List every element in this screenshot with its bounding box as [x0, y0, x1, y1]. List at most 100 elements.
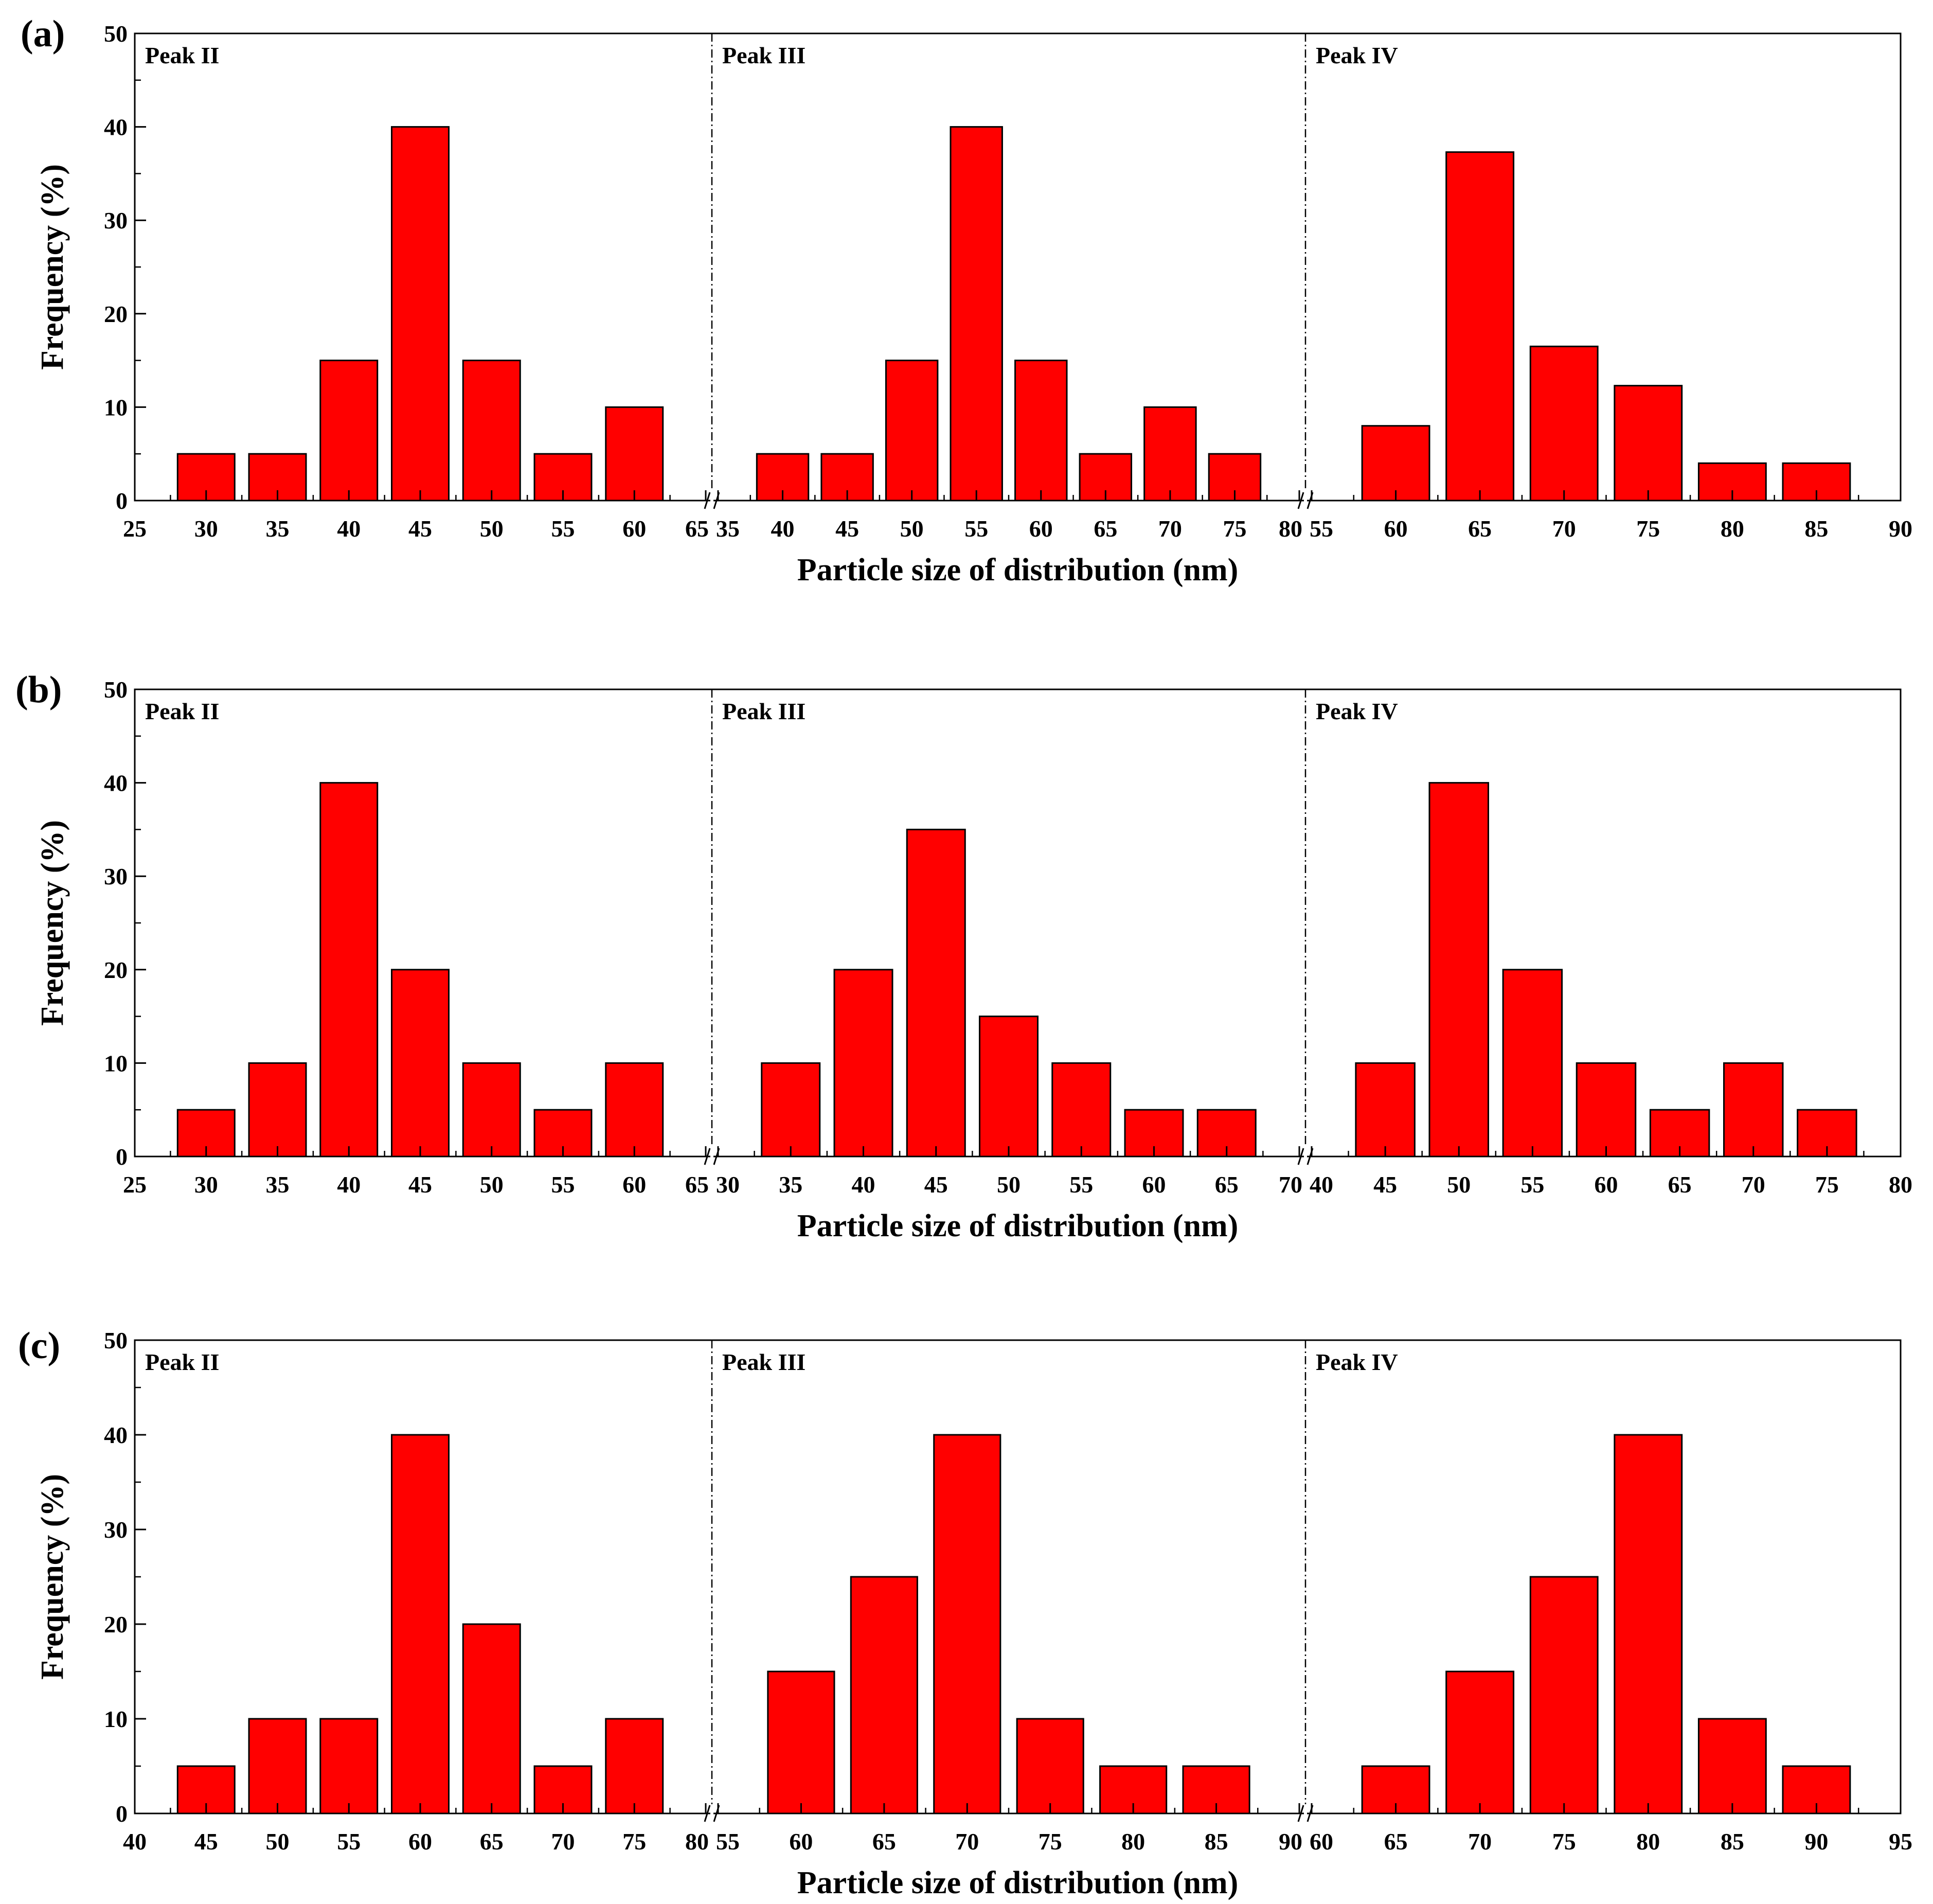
x-tick-label: 60	[408, 1828, 432, 1855]
x-tick-label: 70	[1158, 515, 1182, 542]
x-tick-label: 60	[622, 1171, 646, 1198]
x-tick-label: 50	[900, 515, 924, 542]
x-tick-label: 55	[551, 1171, 575, 1198]
peak-label: Peak II	[145, 1349, 219, 1375]
y-tick-label: 10	[104, 394, 128, 420]
x-tick-label: 45	[924, 1171, 948, 1198]
x-tick-label: 25	[123, 1171, 147, 1198]
x-tick-label: 70	[955, 1828, 979, 1855]
y-tick-label: 40	[104, 114, 128, 140]
histogram-bar	[1529, 345, 1599, 502]
chart-panel-b: (b) 0 10 20 30 40 50 Frequency (%) Particle size…	[15, 669, 1912, 1243]
axis-break-mark	[704, 1148, 711, 1165]
axis-break-gap	[710, 498, 713, 503]
histogram-bar	[1576, 1062, 1637, 1158]
peak-label: Peak IV	[1316, 698, 1398, 724]
x-tick-label: 90	[1804, 1828, 1828, 1855]
x-tick-label: 75	[1039, 1828, 1062, 1855]
x-tick-label: 40	[771, 515, 795, 542]
histogram-bar	[1502, 969, 1563, 1158]
axis-break-gap	[1304, 498, 1307, 503]
histogram-bar	[761, 1062, 821, 1158]
histogram-bar	[391, 969, 450, 1158]
x-tick-label: 50	[480, 515, 504, 542]
x-tick-label: 85	[1804, 515, 1828, 542]
x-tick-label: 95	[1889, 1828, 1912, 1855]
x-tick-label: 65	[1468, 515, 1492, 542]
x-tick-label: 80	[1279, 515, 1302, 542]
x-tick-label: 80	[1721, 515, 1744, 542]
x-tick-label: 60	[1029, 515, 1053, 542]
histogram-bar	[767, 1670, 835, 1814]
histogram-bar	[1051, 1062, 1112, 1158]
x-tick-label: 75	[1552, 1828, 1576, 1855]
x-tick-label: 65	[1094, 515, 1117, 542]
x-tick-label: 55	[1520, 1171, 1544, 1198]
x-tick-label: 30	[194, 515, 218, 542]
y-axis-title: Frequency (%)	[35, 820, 70, 1026]
x-tick-label: 70	[1468, 1828, 1492, 1855]
x-tick-label: 60	[789, 1828, 813, 1855]
subplot-2: Peak III 35 40 45 50 55 60 65 70 75 80	[716, 42, 1302, 542]
histogram-bar	[1445, 151, 1515, 502]
peak-label: Peak III	[722, 1349, 806, 1375]
histogram-bar	[1697, 1718, 1767, 1814]
histogram-bar	[1797, 1109, 1857, 1158]
histogram-bar	[248, 1718, 307, 1814]
x-tick-label: 35	[266, 515, 290, 542]
x-tick-label: 80	[1889, 1171, 1912, 1198]
x-tick-label: 85	[1205, 1828, 1228, 1855]
axis-break-gap	[710, 1154, 713, 1159]
y-tick-label: 50	[104, 21, 128, 47]
histogram-bar	[1143, 406, 1197, 502]
axis-break-mark	[1297, 1805, 1304, 1822]
y-tick-label: 30	[104, 1517, 128, 1543]
peak-label: Peak IV	[1316, 1349, 1398, 1375]
histogram-bar	[605, 1062, 664, 1158]
y-tick-label: 40	[104, 1422, 128, 1448]
x-tick-label: 50	[1447, 1171, 1471, 1198]
peak-label: Peak II	[145, 698, 219, 724]
subplot-2: Peak III 55 60 65 70 75 80 85 90	[716, 1349, 1302, 1855]
x-tick-label: 55	[337, 1828, 361, 1855]
subplot-1: Peak II 40 45 50 55 60 65 70 75 80	[123, 1349, 709, 1855]
x-tick-label: 45	[1373, 1171, 1397, 1198]
histogram-bar	[1614, 385, 1683, 502]
axis-break-mark	[1297, 492, 1304, 509]
x-tick-label: 65	[872, 1828, 896, 1855]
x-tick-label: 70	[1742, 1171, 1765, 1198]
x-tick-label: 65	[1668, 1171, 1692, 1198]
subplot-3: Peak IV 40 45 50 55 60 65 70 75 80	[1310, 698, 1912, 1198]
y-tick-label: 20	[104, 1611, 128, 1638]
peak-label: Peak II	[145, 42, 219, 68]
y-tick-label: 30	[104, 863, 128, 889]
y-tick-label: 10	[104, 1706, 128, 1732]
x-axis-title: Particle size of distribution (nm)	[797, 1865, 1239, 1900]
histogram-bar	[1428, 782, 1489, 1158]
panel-label: (c)	[18, 1325, 60, 1367]
histogram-bar	[950, 126, 1003, 502]
x-tick-label: 40	[123, 1828, 147, 1855]
subplot-3: Peak IV 60 65 70 75 80 85 90 95	[1310, 1349, 1912, 1855]
histogram-bar	[1361, 425, 1430, 502]
histogram-bar	[319, 782, 379, 1158]
x-tick-label: 55	[1310, 515, 1333, 542]
x-tick-label: 65	[685, 1171, 709, 1198]
histogram-bar	[533, 1765, 593, 1814]
y-tick-label: 20	[104, 957, 128, 983]
chart-panel-a: (a) 0 10 20 30 40 50 Frequency (%) Particle size…	[21, 13, 1912, 588]
histogram-bar	[462, 1062, 521, 1158]
x-tick-label: 65	[1384, 1828, 1408, 1855]
x-tick-label: 75	[1223, 515, 1246, 542]
peak-label: Peak III	[722, 698, 806, 724]
x-axis-title: Particle size of distribution (nm)	[797, 1208, 1239, 1243]
x-tick-label: 90	[1889, 515, 1912, 542]
axis-break-gap	[710, 1811, 713, 1816]
histogram-bar	[1614, 1434, 1683, 1814]
x-tick-label: 35	[716, 515, 740, 542]
x-tick-label: 60	[1384, 515, 1408, 542]
histogram-bar	[1445, 1670, 1515, 1814]
panel-label: (a)	[21, 13, 65, 55]
x-tick-label: 25	[123, 515, 147, 542]
x-tick-label: 50	[480, 1171, 504, 1198]
